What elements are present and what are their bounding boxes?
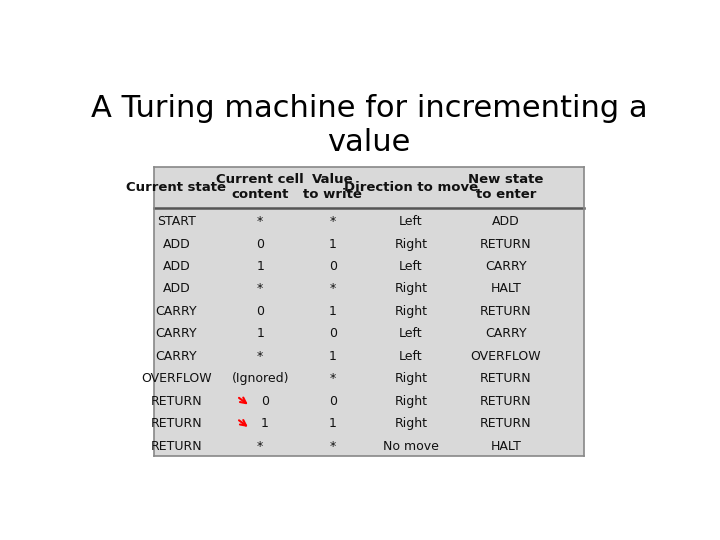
Bar [154,167,584,456]
Text: CARRY: CARRY [156,327,197,340]
Text: 1: 1 [329,350,337,363]
Text: 1: 1 [329,238,337,251]
Text: *: * [330,215,336,228]
Text: CARRY: CARRY [485,327,526,340]
Text: Left: Left [399,260,423,273]
Text: HALT: HALT [490,282,521,295]
Text: Right: Right [395,372,428,385]
Text: New state
to enter: New state to enter [468,173,544,201]
Text: Left: Left [399,327,423,340]
Text: RETURN: RETURN [480,238,531,251]
Text: 0: 0 [261,395,269,408]
Text: OVERFLOW: OVERFLOW [470,350,541,363]
Text: RETURN: RETURN [150,395,202,408]
Text: *: * [257,350,264,363]
Text: *: * [330,440,336,453]
Text: *: * [257,282,264,295]
Text: *: * [330,282,336,295]
Text: 0: 0 [329,327,337,340]
Text: *: * [257,440,264,453]
Text: Current cell
content: Current cell content [216,173,304,201]
Text: 1: 1 [329,417,337,430]
Text: No move: No move [383,440,438,453]
Text: 0: 0 [256,305,264,318]
Text: Direction to move: Direction to move [343,181,478,194]
Text: Right: Right [395,305,428,318]
Text: RETURN: RETURN [480,417,531,430]
Text: 0: 0 [329,260,337,273]
Text: RETURN: RETURN [480,395,531,408]
Text: RETURN: RETURN [150,417,202,430]
Text: HALT: HALT [490,440,521,453]
Text: 1: 1 [256,260,264,273]
Text: CARRY: CARRY [156,350,197,363]
Text: *: * [330,372,336,385]
Text: ADD: ADD [163,282,190,295]
Text: START: START [157,215,196,228]
Text: Right: Right [395,238,428,251]
Text: CARRY: CARRY [485,260,526,273]
Text: 1: 1 [329,305,337,318]
Text: 1: 1 [256,327,264,340]
Text: Left: Left [399,350,423,363]
Text: Right: Right [395,395,428,408]
Text: RETURN: RETURN [480,372,531,385]
Text: CARRY: CARRY [156,305,197,318]
Text: Current state: Current state [127,181,227,194]
Text: *: * [257,215,264,228]
Text: Right: Right [395,417,428,430]
Text: Left: Left [399,215,423,228]
Text: Right: Right [395,282,428,295]
Text: 1: 1 [261,417,269,430]
Text: 0: 0 [256,238,264,251]
Text: 0: 0 [329,395,337,408]
Text: OVERFLOW: OVERFLOW [141,372,212,385]
Text: ADD: ADD [163,260,190,273]
Text: ADD: ADD [492,215,520,228]
Text: (Ignored): (Ignored) [231,372,289,385]
Text: ADD: ADD [163,238,190,251]
Text: RETURN: RETURN [150,440,202,453]
Text: Value
to write: Value to write [303,173,362,201]
Text: RETURN: RETURN [480,305,531,318]
Text: A Turing machine for incrementing a
value: A Turing machine for incrementing a valu… [91,94,647,157]
